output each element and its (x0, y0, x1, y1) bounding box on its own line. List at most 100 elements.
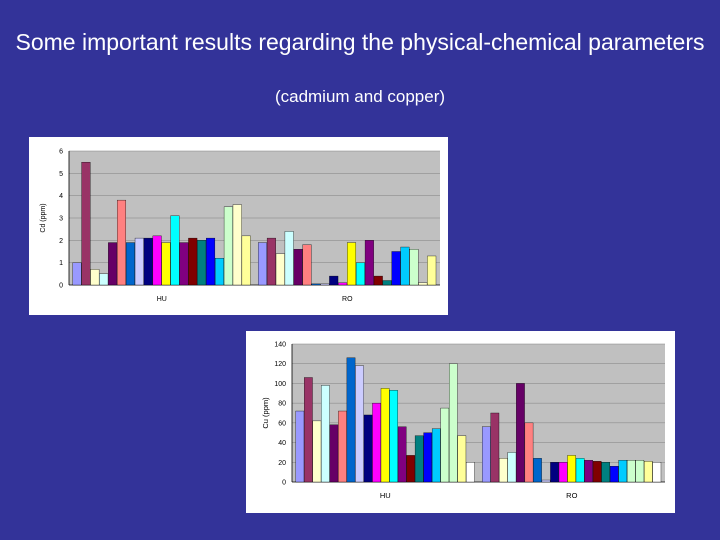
cu-bar-hu-5 (329, 424, 339, 483)
cu-bar-ro-4 (507, 452, 517, 483)
cu-bar-hu-21 (466, 462, 475, 483)
cd-bar-ro-9 (329, 275, 339, 286)
cu-bar-ro-6 (524, 422, 534, 483)
cd-y-tick-label: 4 (59, 193, 63, 200)
cd-bar-ro-13 (364, 240, 374, 286)
cu-bar-hu-14 (406, 455, 415, 483)
cd-bar-ro-14 (373, 275, 383, 286)
cd-bar-ro-16 (391, 251, 401, 286)
cd-bar-ro-19 (418, 282, 428, 286)
cu-y-tick-label: 40 (278, 440, 286, 447)
cu-bar-ro-9 (550, 462, 559, 483)
cd-bar-hu-9 (143, 237, 153, 286)
cu-bar-hu-3 (312, 420, 322, 483)
cd-bar-hu-4 (99, 273, 109, 286)
cd-bar-ro-15 (382, 280, 392, 286)
cd-bar-ro-5 (293, 249, 303, 286)
cd-category-label: HU (157, 296, 167, 303)
cu-bar-hu-10 (372, 402, 381, 483)
cu-category-label: HU (380, 491, 391, 500)
cd-bar-hu-13 (179, 242, 189, 286)
cd-bar-ro-1 (258, 242, 267, 286)
cu-bar-hu-12 (389, 390, 398, 483)
cd-bar-hu-2 (81, 161, 91, 286)
cu-bar-ro-14 (592, 461, 602, 483)
cd-bar-ro-7 (311, 283, 321, 286)
cu-y-axis-label: Cu (ppm) (261, 397, 270, 429)
cu-bar-hu-1 (295, 410, 305, 483)
cu-bar-hu-16 (423, 432, 433, 483)
cd-category-label: RO (342, 296, 353, 303)
cu-bar-ro-20 (644, 461, 653, 483)
cu-y-tick-label: 20 (278, 460, 286, 467)
cu-bar-ro-18 (626, 460, 636, 483)
cd-bar-ro-2 (266, 237, 276, 286)
cd-bar-hu-19 (232, 204, 242, 286)
cu-bar-ro-11 (567, 455, 576, 483)
cu-bar-ro-2 (490, 412, 500, 483)
cd-bar-hu-18 (223, 206, 233, 286)
cd-bar-ro-11 (347, 242, 357, 286)
copper-chart-svg: 0 20 40 60 80 100 120 140 Cu (ppm) HU RO (261, 342, 665, 500)
cd-bar-hu-3 (90, 269, 100, 286)
cu-bar-hu-13 (397, 426, 407, 483)
cd-bar-ro-12 (355, 262, 365, 286)
cd-bar-ro-17 (400, 246, 410, 286)
cu-y-tick-label: 140 (274, 342, 286, 349)
cu-bar-hu-15 (414, 435, 424, 483)
cd-y-tick-label: 3 (59, 216, 63, 223)
cu-bar-hu-17 (431, 428, 441, 483)
cd-bar-hu-8 (134, 237, 144, 286)
cu-bar-ro-3 (499, 458, 508, 483)
cd-bar-hu-7 (125, 242, 135, 286)
slide-title: Some important results regarding the phy… (15, 29, 705, 55)
cu-y-tick-label: 120 (274, 361, 286, 368)
cd-bar-ro-18 (409, 249, 419, 286)
cd-y-tick-label: 1 (59, 260, 63, 267)
cu-bar-ro-15 (601, 462, 610, 483)
cadmium-chart: 0 1 2 3 4 5 6 Cd (ppm) HU RO (29, 137, 448, 315)
cu-bar-hu-19 (449, 363, 458, 483)
cd-bar-ro-10 (338, 282, 348, 286)
cu-bar-ro-7 (533, 458, 542, 483)
cu-bar-ro-8 (541, 479, 551, 483)
cu-category-label: RO (566, 491, 577, 500)
cu-bar-ro-5 (516, 383, 525, 483)
cu-bar-hu-9 (363, 414, 373, 483)
cd-y-axis-label: Cd (ppm) (40, 203, 47, 232)
copper-chart: 0 20 40 60 80 100 120 140 Cu (ppm) HU RO (246, 331, 675, 513)
slide-subtitle: (cadmium and copper) (274, 87, 446, 106)
cu-bar-ro-13 (584, 460, 593, 483)
cadmium-chart-svg: 0 1 2 3 4 5 6 Cd (ppm) HU RO (40, 149, 440, 303)
cd-bar-hu-10 (152, 235, 162, 286)
cd-bar-hu-20 (241, 235, 251, 286)
cd-bar-ro-4 (284, 231, 294, 286)
cd-y-tick-label: 5 (59, 171, 63, 178)
cd-bar-hu-1 (72, 262, 82, 286)
cd-y-tick-label: 2 (59, 238, 63, 245)
cd-bar-hu-17 (214, 258, 224, 286)
cd-bar-ro-6 (302, 244, 312, 286)
cu-bar-hu-18 (440, 407, 450, 483)
cu-bar-ro-19 (635, 460, 645, 483)
cu-y-tick-label: 60 (278, 420, 286, 427)
cd-bar-hu-11 (161, 242, 171, 286)
cu-y-tick-label: 100 (274, 381, 286, 388)
cd-y-tick-label: 6 (59, 149, 63, 156)
cd-bar-hu-12 (170, 215, 180, 286)
cu-bar-ro-16 (609, 466, 619, 483)
cu-bar-ro-21 (652, 462, 662, 483)
cu-bar-hu-11 (380, 388, 390, 483)
cu-bar-hu-7 (346, 357, 356, 483)
cd-bar-hu-15 (197, 240, 207, 286)
cu-bar-ro-17 (618, 460, 628, 483)
cu-y-tick-label: 80 (278, 401, 286, 408)
cu-bar-ro-12 (575, 458, 585, 483)
cd-bar-hu-14 (188, 237, 198, 286)
cd-bar-hu-16 (206, 237, 216, 286)
cd-bar-hu-6 (117, 199, 127, 286)
cd-bar-hu-5 (108, 242, 118, 286)
cd-bar-ro-3 (275, 253, 285, 286)
cd-bar-ro-8 (320, 283, 330, 286)
cu-bar-hu-20 (457, 435, 467, 483)
